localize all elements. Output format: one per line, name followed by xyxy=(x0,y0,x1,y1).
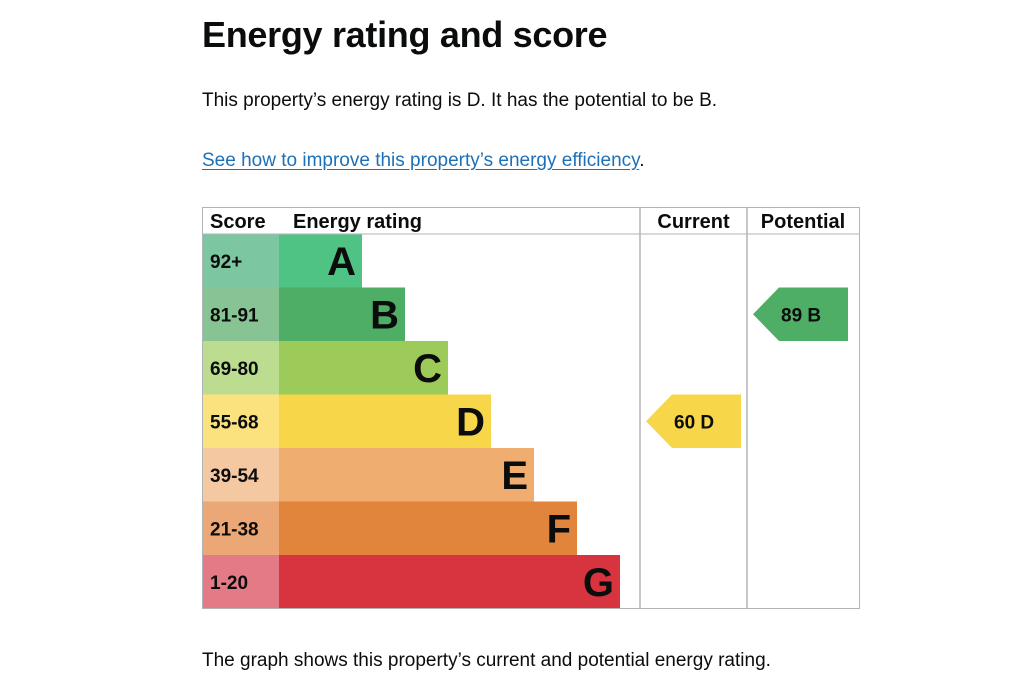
improve-link-suffix: . xyxy=(639,150,645,171)
graph-description: The graph shows this property’s current … xyxy=(202,650,771,671)
band-bar-c xyxy=(279,341,448,395)
score-range-c: 69-80 xyxy=(210,359,259,380)
score-range-b: 81-91 xyxy=(210,305,259,326)
score-cell-b xyxy=(202,287,279,341)
chart-border xyxy=(202,207,860,609)
score-range-f: 21-38 xyxy=(210,519,259,540)
page-title: Energy rating and score xyxy=(202,14,608,55)
header-potential: Potential xyxy=(761,211,845,233)
band-letter-a: A xyxy=(327,240,356,284)
score-cell-c xyxy=(202,341,279,395)
score-cell-a xyxy=(202,234,279,288)
band-letter-d: D xyxy=(456,400,485,444)
current-rating-arrow xyxy=(646,394,741,448)
band-bar-e xyxy=(279,448,534,502)
score-range-e: 39-54 xyxy=(210,466,259,487)
band-letter-f: F xyxy=(547,507,571,551)
potential-rating-arrow xyxy=(753,287,848,341)
current-rating-label: 60 D xyxy=(674,412,714,433)
score-range-d: 55-68 xyxy=(210,412,259,433)
score-range-a: 92+ xyxy=(210,252,242,273)
header-current: Current xyxy=(657,211,730,233)
score-range-g: 1-20 xyxy=(210,573,248,594)
band-bar-f xyxy=(279,501,577,555)
improve-efficiency-link[interactable]: See how to improve this property’s energ… xyxy=(202,150,640,171)
improve-link-line: See how to improve this property’s energ… xyxy=(202,150,645,172)
band-bar-d xyxy=(279,394,491,448)
potential-rating-label: 89 B xyxy=(781,305,821,326)
header-score: Score xyxy=(210,211,266,233)
score-cell-g xyxy=(202,555,279,609)
band-letter-e: E xyxy=(501,454,528,498)
score-cell-e xyxy=(202,448,279,502)
band-bar-g xyxy=(279,555,620,609)
rating-summary: This property’s energy rating is D. It h… xyxy=(202,90,718,111)
score-cell-d xyxy=(202,394,279,448)
energy-rating-chart: 92+ A 81-91 B 69-80 C 55-68 D 39-54 E 21-38 F 1-20 G S… xyxy=(202,207,860,609)
score-cell-f xyxy=(202,501,279,555)
header-energy-rating: Energy rating xyxy=(293,211,422,233)
band-letter-c: C xyxy=(413,347,442,391)
band-letter-b: B xyxy=(370,293,399,337)
band-bar-a xyxy=(279,234,362,288)
band-bar-b xyxy=(279,287,405,341)
band-letter-g: G xyxy=(583,561,614,605)
